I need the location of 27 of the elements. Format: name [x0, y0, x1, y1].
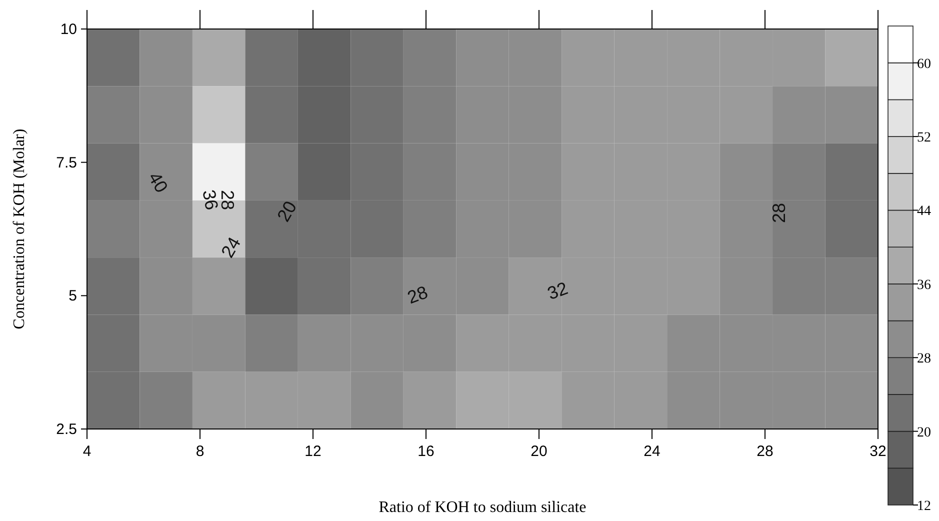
- annotation: 20: [273, 198, 301, 226]
- color-bar-label: 52: [917, 130, 931, 146]
- x-tick-label: 16: [418, 443, 434, 460]
- y-tick-label: 7.5: [56, 154, 77, 172]
- color-bar-label: 36: [917, 278, 931, 293]
- x-tick-label: 8: [196, 443, 204, 460]
- x-tick-label: 32: [870, 443, 886, 460]
- annotation: 28: [404, 282, 430, 308]
- x-tick-label: 24: [644, 443, 660, 460]
- color-bar-label: 12: [917, 499, 931, 514]
- x-axis-title: Ratio of KOH to sodium silicate: [378, 499, 586, 516]
- annotation: 28: [768, 202, 789, 224]
- color-bar-label: 60: [917, 56, 931, 72]
- annotation: 40: [144, 168, 172, 196]
- color-bar-label: 44: [917, 204, 931, 220]
- x-tick-label: 28: [756, 443, 774, 460]
- x-tick-label: 4: [82, 443, 92, 460]
- x-tick-label: 20: [530, 443, 548, 460]
- annotation: 24: [217, 234, 245, 262]
- color-bar-label: 20: [917, 425, 931, 440]
- x-tick-label: 12: [304, 443, 322, 460]
- color-bar-label: 28: [917, 352, 931, 367]
- y-axis-title: Concentration of KOH (Molar): [11, 128, 28, 330]
- y-tick-label: 10: [60, 21, 77, 38]
- annotation: 32: [544, 278, 570, 304]
- y-tick-label: 2.5: [56, 421, 77, 438]
- y-tick-label: 5: [68, 288, 77, 305]
